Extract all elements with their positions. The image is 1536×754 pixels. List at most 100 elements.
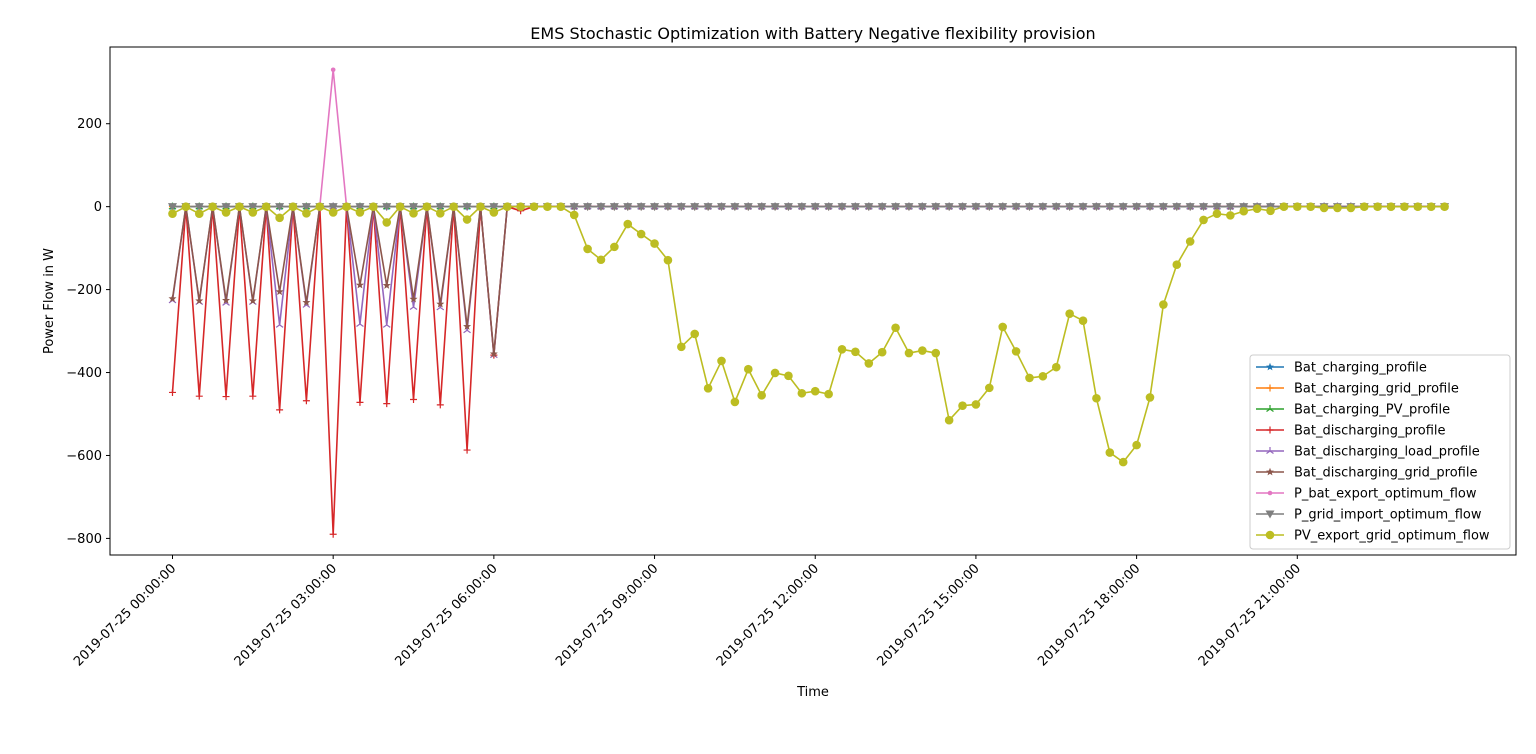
data-point [222,296,231,304]
data-point [382,281,391,289]
data-point [784,371,793,381]
legend-label: Bat_charging_grid_profile [1294,382,1459,397]
data-point [810,386,820,396]
data-point [181,202,191,211]
legend-marker [1266,405,1274,412]
data-point [583,203,593,212]
data-point [275,287,284,296]
legend-item: Bat_discharging_profile [1256,424,1446,439]
data-point [409,303,418,311]
series-line [171,205,1445,356]
data-point [235,202,244,211]
data-point [261,202,271,211]
data-point [1132,203,1142,212]
data-point [1024,203,1034,212]
data-point [194,209,204,219]
data-point [356,320,364,328]
x-tick-label: 2019-07-25 06:00:00 [392,561,500,669]
data-point [1212,203,1222,212]
x-tick-label: 2019-07-25 00:00:00 [71,561,179,669]
data-point [636,229,646,239]
legend-item: Bat_charging_grid_profile [1256,382,1459,397]
data-point [837,345,847,354]
data-point [435,208,445,218]
data-point [463,322,472,330]
data-point [1172,203,1182,212]
data-point [1172,260,1182,270]
data-point [1185,203,1195,212]
data-point [1239,206,1249,216]
data-point [1159,300,1168,309]
data-point [1319,203,1329,213]
data-point [824,203,834,212]
data-point [302,298,311,306]
plot-frame [109,46,1517,556]
data-point [288,202,298,211]
data-point [569,210,579,220]
legend-marker [1266,467,1274,476]
y-tick-label: 200 [77,117,102,132]
data-point [1158,203,1168,212]
legend-marker [1266,384,1274,392]
data-point [757,391,766,400]
x-tick-label: 2019-07-25 09:00:00 [553,561,661,669]
data-point [757,203,767,212]
data-point [275,320,284,328]
data-point [382,218,392,227]
data-point [677,342,686,352]
legend-marker [1265,510,1275,519]
data-point [1359,202,1369,211]
x-tick-label: 2019-07-25 15:00:00 [875,561,983,669]
data-point [676,203,686,212]
data-point [717,356,726,366]
legend-marker [1266,362,1274,371]
data-point [918,346,927,355]
series-8 [168,202,1449,467]
data-point [1118,457,1128,467]
data-point [1386,202,1396,211]
data-point [1051,362,1061,372]
data-point [543,202,552,211]
data-point [330,67,336,73]
data-point [944,203,954,212]
data-point [1333,203,1342,213]
data-point [409,294,418,303]
data-point [1440,202,1449,211]
data-point [663,203,673,212]
legend-item: P_bat_export_optimum_flow [1256,487,1477,502]
legend-label: Bat_charging_PV_profile [1294,403,1450,418]
legend-label: Bat_charging_profile [1294,361,1427,376]
legend-marker [1265,530,1275,540]
data-point [1011,203,1021,212]
data-point [195,296,204,305]
data-point [249,392,257,400]
data-point [1199,203,1209,212]
chart-title: EMS Stochastic Optimization with Battery… [530,24,1095,43]
data-point [168,294,177,303]
data-point [1426,202,1436,211]
data-point [449,202,458,211]
y-tick-label: −400 [66,366,102,381]
data-point [1292,202,1302,211]
x-tick-label: 2019-07-25 03:00:00 [232,561,340,669]
data-point [663,255,673,265]
data-point [730,397,740,407]
data-point [1413,202,1423,211]
data-point [462,215,472,224]
data-point [824,389,833,399]
data-point [1145,393,1155,402]
data-point [1132,440,1141,450]
data-point [383,400,391,408]
data-point [998,203,1008,212]
data-point [1212,209,1222,219]
data-point [797,203,807,212]
data-point [650,203,660,212]
legend-marker [1267,490,1273,496]
data-point [864,359,874,368]
data-point [850,203,860,212]
legend-item: Bat_charging_PV_profile [1256,403,1450,418]
data-point [1279,202,1289,211]
series-5 [168,202,1449,358]
data-point [248,296,257,305]
